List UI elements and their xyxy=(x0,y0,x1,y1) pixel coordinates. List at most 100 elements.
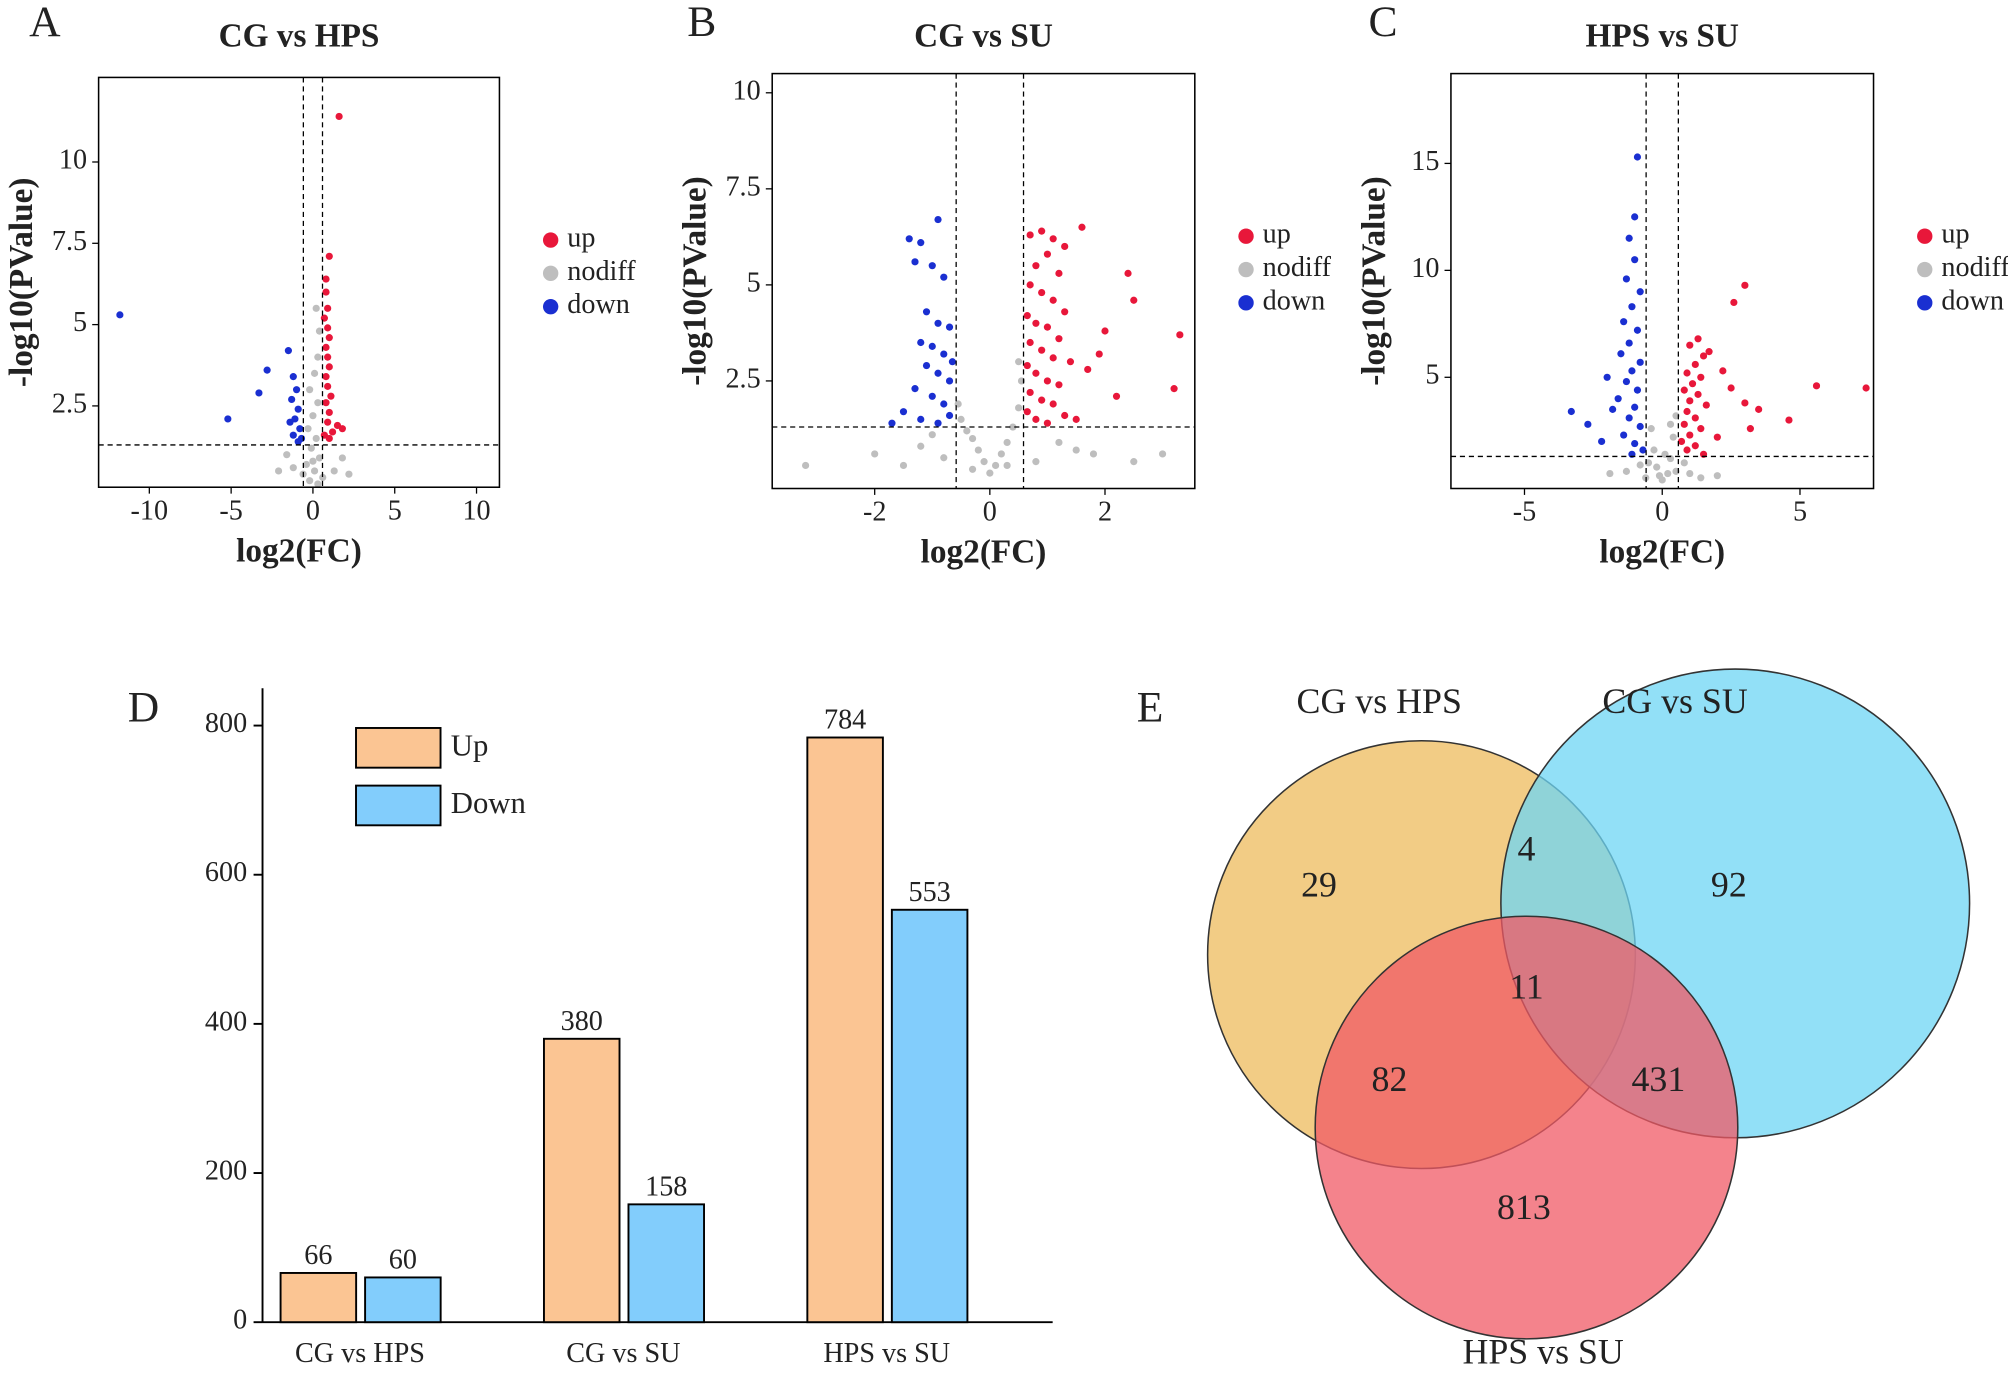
chart-title: CG vs SU xyxy=(914,18,1053,55)
point xyxy=(1095,350,1103,358)
legend-marker xyxy=(1917,261,1933,278)
x-tick-label: -10 xyxy=(131,495,169,526)
point xyxy=(802,461,810,470)
point xyxy=(1683,446,1691,454)
point xyxy=(1026,388,1034,397)
point xyxy=(1686,341,1694,349)
legend-label: up xyxy=(1941,219,1969,250)
y-tick-label: 7.5 xyxy=(725,171,760,202)
point xyxy=(1697,474,1705,482)
point xyxy=(1101,327,1109,335)
legend-label: Down xyxy=(451,786,526,820)
plot-frame xyxy=(771,72,1196,490)
point xyxy=(307,444,315,452)
point xyxy=(1622,377,1631,386)
point xyxy=(306,477,314,485)
point xyxy=(1664,469,1672,478)
point xyxy=(310,369,319,377)
region-count: 82 xyxy=(1372,1059,1408,1099)
point xyxy=(1061,411,1069,420)
point xyxy=(1023,312,1031,320)
point xyxy=(1038,346,1046,354)
point xyxy=(940,273,948,281)
point xyxy=(1625,234,1633,242)
point xyxy=(1130,458,1138,466)
point xyxy=(1713,472,1721,480)
x-axis-label: log2(FC) xyxy=(236,532,362,569)
point xyxy=(1631,213,1639,221)
point xyxy=(1032,415,1040,423)
point xyxy=(302,460,310,469)
point xyxy=(255,389,263,397)
point xyxy=(1691,414,1699,422)
bar xyxy=(627,1203,705,1324)
legend-marker xyxy=(542,265,559,282)
point xyxy=(1084,365,1092,373)
legend-label: down xyxy=(1263,285,1326,316)
point xyxy=(1683,369,1691,377)
point xyxy=(1746,425,1754,433)
point xyxy=(322,399,330,407)
point xyxy=(309,457,317,465)
point xyxy=(288,395,296,403)
point xyxy=(314,480,322,488)
point xyxy=(1061,308,1069,316)
point xyxy=(928,392,936,400)
panel-label: C xyxy=(1369,0,1398,46)
point xyxy=(1003,438,1011,446)
point xyxy=(1680,386,1688,394)
point xyxy=(1741,399,1749,407)
point xyxy=(325,363,333,371)
point xyxy=(940,400,948,408)
point xyxy=(1639,446,1647,454)
point xyxy=(1043,250,1052,258)
point xyxy=(312,304,320,312)
point xyxy=(310,467,319,475)
point xyxy=(328,428,337,436)
legend-marker xyxy=(542,232,559,248)
legend-label: nodiff xyxy=(1263,252,1332,283)
point xyxy=(1741,281,1749,289)
point xyxy=(934,319,942,327)
y-tick-label: 10 xyxy=(59,144,87,175)
point xyxy=(1089,450,1098,458)
point xyxy=(1032,458,1040,466)
point xyxy=(928,342,936,350)
point xyxy=(905,235,913,243)
point xyxy=(917,415,925,423)
point xyxy=(322,343,330,351)
point xyxy=(968,434,977,443)
point xyxy=(1170,385,1178,393)
point xyxy=(1072,446,1080,454)
point xyxy=(917,338,925,347)
point xyxy=(292,386,301,394)
point xyxy=(1699,352,1708,360)
point xyxy=(338,454,346,462)
legend-label: nodiff xyxy=(567,256,636,287)
point xyxy=(1636,358,1644,366)
point xyxy=(325,408,333,417)
point xyxy=(1043,419,1052,427)
point xyxy=(1666,420,1675,428)
point xyxy=(899,461,908,470)
point xyxy=(1043,323,1052,331)
bar xyxy=(806,736,884,1324)
chart-title: HPS vs SU xyxy=(1585,18,1739,55)
point xyxy=(1038,288,1046,297)
point xyxy=(1622,275,1631,283)
y-tick-label: 0 xyxy=(233,1305,247,1336)
y-tick-label: 10 xyxy=(733,75,761,106)
point xyxy=(1072,415,1080,423)
x-tick-label: CG vs SU xyxy=(566,1338,680,1369)
point xyxy=(1631,403,1639,411)
point xyxy=(992,461,1000,470)
point xyxy=(871,450,879,458)
point xyxy=(324,304,332,312)
point xyxy=(1598,437,1606,446)
point xyxy=(1023,408,1031,416)
plot-frame xyxy=(1450,72,1875,490)
point xyxy=(1049,354,1057,362)
point xyxy=(1650,446,1658,454)
